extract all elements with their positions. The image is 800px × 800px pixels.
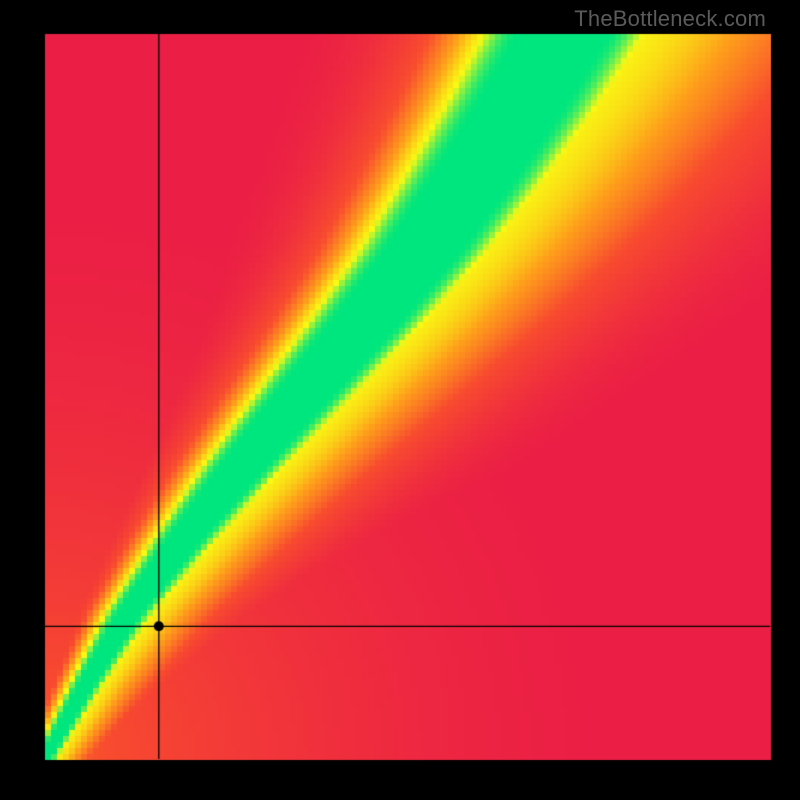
chart-container: TheBottleneck.com <box>0 0 800 800</box>
watermark-text: TheBottleneck.com <box>574 6 766 32</box>
heatmap-canvas <box>0 0 800 800</box>
